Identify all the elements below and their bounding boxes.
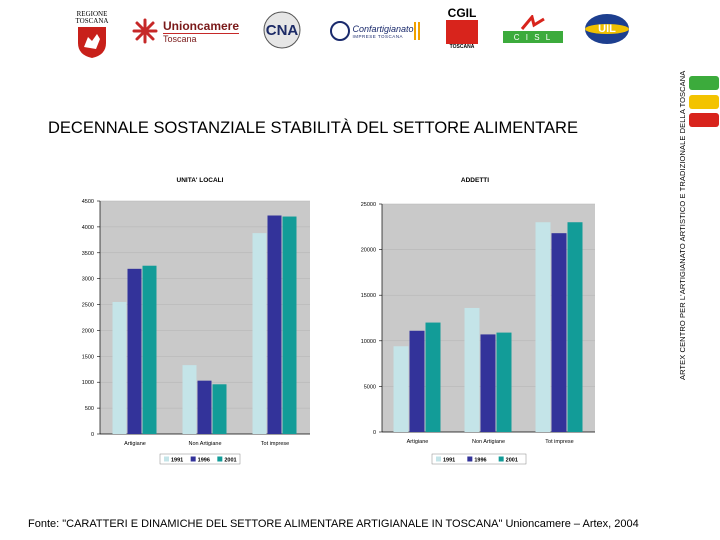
cgil-line2: TOSCANA bbox=[449, 44, 475, 50]
cisl-text: C I S L bbox=[513, 32, 553, 42]
x-tick-label: Artigiane bbox=[124, 441, 146, 447]
y-tick-label: 3500 bbox=[82, 251, 94, 257]
bar-1991-0 bbox=[112, 301, 127, 434]
y-tick-label: 1000 bbox=[82, 380, 94, 386]
chart-title: UNITA' LOCALI bbox=[177, 177, 224, 184]
bar-2001-2 bbox=[567, 222, 583, 432]
chart-title: ADDETTI bbox=[461, 177, 489, 184]
uil-logo: UIL bbox=[582, 12, 632, 46]
legend: 1991 1996 2001 bbox=[431, 453, 527, 465]
uil-globe-icon bbox=[585, 14, 629, 44]
unioncamere-line2: Toscana bbox=[162, 32, 240, 44]
x-tick-label: Tot imprese bbox=[261, 441, 289, 447]
y-tick-label: 10000 bbox=[361, 339, 376, 345]
legend-label-2001: 2001 bbox=[506, 458, 518, 464]
y-tick-label: 5000 bbox=[364, 384, 376, 390]
cgil-line1: CGIL bbox=[447, 6, 477, 20]
chart-unita-locali: UNITA' LOCALI 0 500 1000 1500 2000 2500 3000 350… bbox=[82, 177, 310, 465]
y-tick-label: 2000 bbox=[82, 328, 94, 334]
legend-swatch-1991 bbox=[436, 456, 441, 462]
bar-2001-2 bbox=[282, 216, 297, 434]
confartigianato-stripes-icon bbox=[413, 22, 420, 40]
bar-2001-1 bbox=[496, 332, 512, 432]
cna-text: CNA bbox=[265, 21, 299, 39]
legend-swatch-2001 bbox=[498, 456, 504, 462]
page-title: DECENNALE SOSTANZIALE STABILITÀ DEL SETT… bbox=[48, 119, 578, 137]
bar-1996-2 bbox=[267, 215, 282, 434]
y-tick-label: 0 bbox=[373, 430, 376, 436]
y-tick-label: 0 bbox=[91, 432, 94, 438]
legend-swatch-2001 bbox=[217, 456, 223, 462]
legend-label-1996: 1996 bbox=[198, 458, 210, 464]
bar-1996-0 bbox=[409, 330, 425, 432]
cisl-mark-icon bbox=[520, 15, 545, 30]
bar-2001-1 bbox=[212, 384, 227, 434]
legend-swatch-1996 bbox=[467, 456, 473, 462]
cgil-red-block bbox=[446, 20, 478, 44]
regione-toscana-text: REGIONE TOSCANA bbox=[75, 9, 109, 25]
y-tick-label: 4000 bbox=[82, 225, 94, 231]
confartigianato-mark-icon bbox=[330, 21, 351, 41]
bar-1996-1 bbox=[480, 334, 496, 432]
regione-toscana-logo: REGIONE TOSCANA bbox=[70, 6, 114, 64]
confartigianato-logo: Confartigianato IMPRESE TOSCANA bbox=[326, 18, 426, 44]
legend-box bbox=[159, 453, 241, 465]
artex-side-text: ARTEX CENTRO PER L'ARTIGIANATO ARTISTICO… bbox=[678, 70, 687, 380]
y-tick-label: 500 bbox=[85, 406, 94, 412]
y-tick-label: 4500 bbox=[82, 199, 94, 205]
logo-bar: REGIONE TOSCANA Unioncamere Toscana CNA … bbox=[0, 0, 690, 70]
y-tick-label: 2500 bbox=[82, 303, 94, 309]
unioncamere-logo: Unioncamere Toscana bbox=[130, 14, 240, 48]
cna-mark-icon bbox=[263, 11, 301, 49]
legend-label-1996: 1996 bbox=[474, 458, 486, 464]
crest-icon bbox=[78, 27, 106, 59]
legend-label-1991: 1991 bbox=[171, 458, 183, 464]
x-tick-label: Non Artigiane bbox=[188, 441, 221, 447]
bar-1996-0 bbox=[127, 268, 142, 434]
bar-1996-2 bbox=[551, 233, 567, 432]
y-tick-label: 25000 bbox=[361, 202, 376, 208]
unioncamere-line1: Unioncamere bbox=[162, 18, 240, 33]
legend-swatch-1991 bbox=[164, 456, 169, 462]
y-tick-label: 1500 bbox=[82, 354, 94, 360]
bar-1991-2 bbox=[535, 222, 551, 432]
cna-logo: CNA bbox=[260, 10, 304, 50]
cgil-logo: CGIL TOSCANA bbox=[444, 4, 480, 52]
yellow-swatch bbox=[689, 95, 719, 109]
legend-swatch-1996 bbox=[190, 456, 196, 462]
x-tick-label: Artigiane bbox=[407, 439, 429, 445]
legend-label-2001: 2001 bbox=[224, 458, 236, 464]
x-tick-label: Non Artigiane bbox=[472, 439, 505, 445]
bar-1991-1 bbox=[464, 307, 480, 432]
bar-1991-1 bbox=[182, 365, 197, 434]
red-swatch bbox=[689, 113, 719, 127]
confartigianato-line1: Confartigianato bbox=[352, 23, 414, 34]
bar-1996-1 bbox=[197, 380, 212, 434]
bar-2001-0 bbox=[142, 265, 157, 434]
chart-addetti: ADDETTI 0 5000 10000 15000 20000 25000 Artigian… bbox=[361, 177, 595, 465]
cisl-bar: C I S L bbox=[503, 31, 563, 43]
unioncamere-wordmark: Unioncamere Toscana bbox=[162, 18, 240, 44]
source-footer: Fonte: "CARATTERI E DINAMICHE DEL SETTOR… bbox=[28, 518, 639, 530]
uil-text: UIL bbox=[598, 23, 616, 35]
y-tick-label: 3000 bbox=[82, 277, 94, 283]
legend: 1991 1996 2001 bbox=[159, 453, 241, 465]
y-tick-label: 20000 bbox=[361, 248, 376, 254]
bar-2001-0 bbox=[425, 322, 441, 432]
bar-1991-0 bbox=[393, 346, 409, 432]
x-tick-label: Tot imprese bbox=[545, 439, 573, 445]
unioncamere-mark-icon bbox=[132, 18, 158, 44]
legend-label-1991: 1991 bbox=[443, 458, 455, 464]
bar-1991-2 bbox=[252, 233, 267, 434]
y-tick-label: 15000 bbox=[361, 293, 376, 299]
confartigianato-line2: IMPRESE TOSCANA bbox=[352, 33, 404, 39]
confartigianato-wordmark: Confartigianato IMPRESE TOSCANA bbox=[352, 24, 413, 39]
green-swatch bbox=[689, 76, 719, 90]
legend-box bbox=[431, 453, 527, 465]
cisl-logo: C I S L bbox=[500, 12, 566, 46]
